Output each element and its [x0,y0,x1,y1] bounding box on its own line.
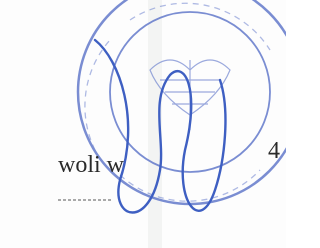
paper [0,0,286,248]
scan: woli w 4 [0,0,286,248]
page: woli w 4 (() => { const data = JSON.pars… [0,0,286,248]
body-text: woli w [58,152,125,178]
page-marker: 4 [268,138,280,164]
